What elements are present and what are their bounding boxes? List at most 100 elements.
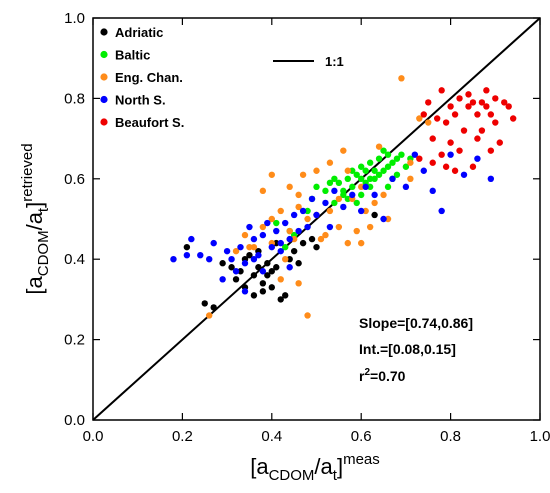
point-eng-chan: [358, 183, 365, 191]
point-baltic: [344, 195, 351, 203]
point-eng-chan: [380, 191, 387, 199]
point-beaufort-s: [442, 119, 450, 126]
point-north-s: [259, 231, 267, 239]
point-baltic: [322, 187, 329, 195]
point-baltic: [384, 163, 392, 170]
point-eng-chan: [326, 159, 334, 166]
point-baltic: [358, 175, 365, 182]
point-beaufort-s: [474, 135, 481, 142]
point-north-s: [286, 264, 293, 271]
y-tick-label: 0.6: [64, 171, 85, 188]
legend: Adriatic Baltic Eng. Chan. North S. Beaufort…: [100, 25, 184, 130]
point-north-s: [170, 256, 177, 263]
point-eng-chan: [268, 215, 275, 223]
point-baltic: [393, 155, 401, 162]
point-adriatic: [277, 296, 284, 303]
point-beaufort-s: [469, 99, 477, 106]
point-beaufort-s: [487, 147, 495, 154]
point-north-s: [362, 183, 369, 191]
point-north-s: [246, 223, 253, 231]
point-north-s: [250, 256, 258, 263]
point-baltic: [344, 175, 351, 182]
point-adriatic: [313, 243, 320, 251]
point-north-s: [326, 223, 334, 231]
y-axis-title-close: ]: [22, 202, 47, 208]
point-baltic: [313, 183, 320, 191]
point-north-s: [308, 195, 316, 203]
point-north-s: [460, 171, 468, 178]
point-north-s: [322, 199, 329, 207]
point-eng-chan: [416, 115, 423, 122]
point-eng-chan: [286, 227, 293, 235]
point-eng-chan: [282, 256, 289, 263]
point-north-s: [277, 247, 284, 255]
point-eng-chan: [322, 231, 329, 239]
point-north-s: [304, 223, 311, 231]
point-north-s: [228, 256, 235, 263]
y-tick-label: 1.0: [64, 10, 85, 27]
point-beaufort-s: [478, 99, 486, 106]
point-beaufort-s: [501, 99, 508, 106]
point-baltic: [349, 167, 356, 174]
x-axis-title-sub2: t: [333, 467, 338, 484]
point-beaufort-s: [456, 95, 463, 102]
point-baltic: [340, 191, 347, 199]
ref-line-legend-label: 1:1: [325, 54, 344, 69]
x-tick-label: 0.4: [261, 428, 282, 445]
point-north-s: [380, 215, 387, 223]
point-north-s: [286, 235, 293, 243]
point-baltic: [353, 199, 360, 207]
x-axis-title-base: [a: [250, 454, 269, 479]
point-north-s: [197, 251, 204, 259]
point-beaufort-s: [487, 111, 495, 118]
point-eng-chan: [299, 171, 307, 178]
point-north-s: [487, 175, 495, 182]
y-tick-label: 0.4: [64, 251, 85, 268]
x-axis-title-close: ]: [337, 454, 343, 479]
point-adriatic: [201, 300, 208, 307]
legend-label-adriatic: Adriatic: [115, 25, 163, 40]
point-north-s: [241, 288, 249, 295]
stats-r2-prefix: r: [359, 368, 365, 384]
stats-r2-value: =0.70: [370, 368, 406, 384]
point-adriatic: [299, 239, 307, 247]
point-adriatic: [259, 288, 267, 295]
point-eng-chan: [259, 223, 267, 231]
point-eng-chan: [398, 75, 405, 82]
point-beaufort-s: [505, 103, 512, 110]
point-beaufort-s: [433, 115, 441, 122]
point-adriatic: [232, 276, 240, 283]
point-baltic: [331, 199, 338, 207]
point-north-s: [273, 227, 280, 235]
point-eng-chan: [335, 223, 343, 231]
point-baltic: [366, 183, 374, 191]
point-baltic: [304, 207, 311, 215]
point-beaufort-s: [496, 139, 503, 146]
point-north-s: [313, 211, 320, 219]
point-north-s: [237, 243, 244, 251]
x-tick-label: 0.6: [351, 428, 372, 445]
x-axis-title-sup: meas: [343, 451, 380, 468]
point-baltic: [380, 167, 387, 174]
point-eng-chan: [340, 147, 347, 154]
point-adriatic: [228, 264, 235, 271]
point-eng-chan: [295, 191, 302, 199]
point-adriatic: [282, 292, 289, 299]
y-axis-title: [aCDOM/at]retrieved: [19, 143, 52, 294]
point-beaufort-s: [447, 103, 454, 110]
point-north-s: [299, 207, 307, 215]
point-baltic: [380, 147, 387, 154]
point-adriatic: [286, 256, 293, 263]
stats-slope: Slope=[0.74,0.86]: [359, 315, 473, 331]
point-adriatic: [268, 284, 275, 291]
point-beaufort-s: [425, 99, 432, 106]
point-adriatic: [219, 260, 226, 267]
axis-ticks: 0.0 0.2 0.4 0.6 0.8 1.0 0.0 0.2 0.4 0.6 0.8 1.0: [64, 10, 550, 445]
point-adriatic: [290, 247, 298, 255]
legend-marker-beaufort-s: [100, 118, 108, 126]
point-north-s: [340, 203, 347, 211]
point-adriatic: [295, 260, 302, 267]
point-baltic: [366, 175, 374, 182]
point-north-s: [268, 243, 275, 251]
